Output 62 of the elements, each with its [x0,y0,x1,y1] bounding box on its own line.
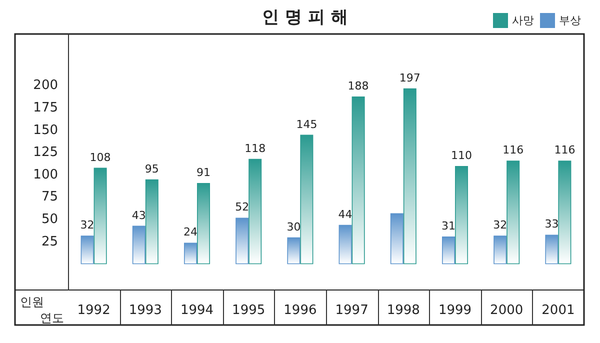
y-tick-label: 25 [41,234,58,250]
bar [236,218,249,264]
bar [403,88,416,264]
x-tick-label: 1998 [386,303,420,318]
bar [506,160,520,264]
data-label: 33 [544,218,559,231]
bar [80,236,94,264]
y-tick-label: 150 [33,122,58,138]
data-label: 197 [399,71,420,84]
bar [442,236,455,264]
bar [352,96,365,264]
bar [145,179,158,264]
y-tick-label: 175 [33,100,58,116]
bar [184,242,197,264]
x-tick-label: 1992 [77,303,110,318]
bar [248,158,262,264]
legend-label: 부상 [559,14,581,27]
data-label: 44 [338,208,352,221]
bar [132,226,146,264]
bar [94,168,107,264]
x-tick-label: 1996 [284,303,317,318]
bar [390,213,404,264]
bar [197,182,210,264]
data-label: 110 [451,149,472,162]
bar [300,134,314,264]
y-axis-title: 인원 [20,295,44,309]
bar [558,160,572,264]
data-label: 24 [184,226,198,239]
data-label: 31 [442,219,456,232]
data-label: 43 [132,208,146,222]
data-label: 32 [493,218,508,232]
bar [287,237,300,264]
data-label: 118 [244,142,266,155]
data-label: 188 [348,79,369,92]
data-label: 32 [80,218,94,232]
x-tick-label: 1999 [438,303,472,318]
data-label: 91 [196,166,210,179]
x-tick-label: 2000 [490,303,524,318]
data-label: 52 [235,200,250,214]
y-tick-label: 75 [41,190,58,205]
bar [455,166,468,264]
data-label: 116 [502,144,524,157]
x-tick-label: 1993 [128,303,162,318]
x-tick-label: 1994 [180,303,214,318]
data-label: 95 [144,162,159,176]
y-tick-label: 125 [33,145,58,160]
data-label: 30 [286,220,301,234]
y-tick-label: 100 [33,167,58,182]
x-tick-label: 1995 [232,303,266,318]
bar [545,234,558,264]
y-tick-label: 200 [33,78,58,94]
x-tick-label: 1997 [335,303,368,318]
chart-title: 인 명 피 해 [262,8,348,28]
data-label: 108 [90,150,111,164]
data-label: 116 [554,144,576,157]
bar [494,236,507,264]
data-label: 145 [296,118,318,131]
x-axis-title: 연도 [40,311,64,325]
legend-label: 사망 [512,14,534,27]
bar [338,224,352,264]
x-tick-label: 2001 [542,303,575,318]
y-tick-label: 50 [41,212,58,228]
